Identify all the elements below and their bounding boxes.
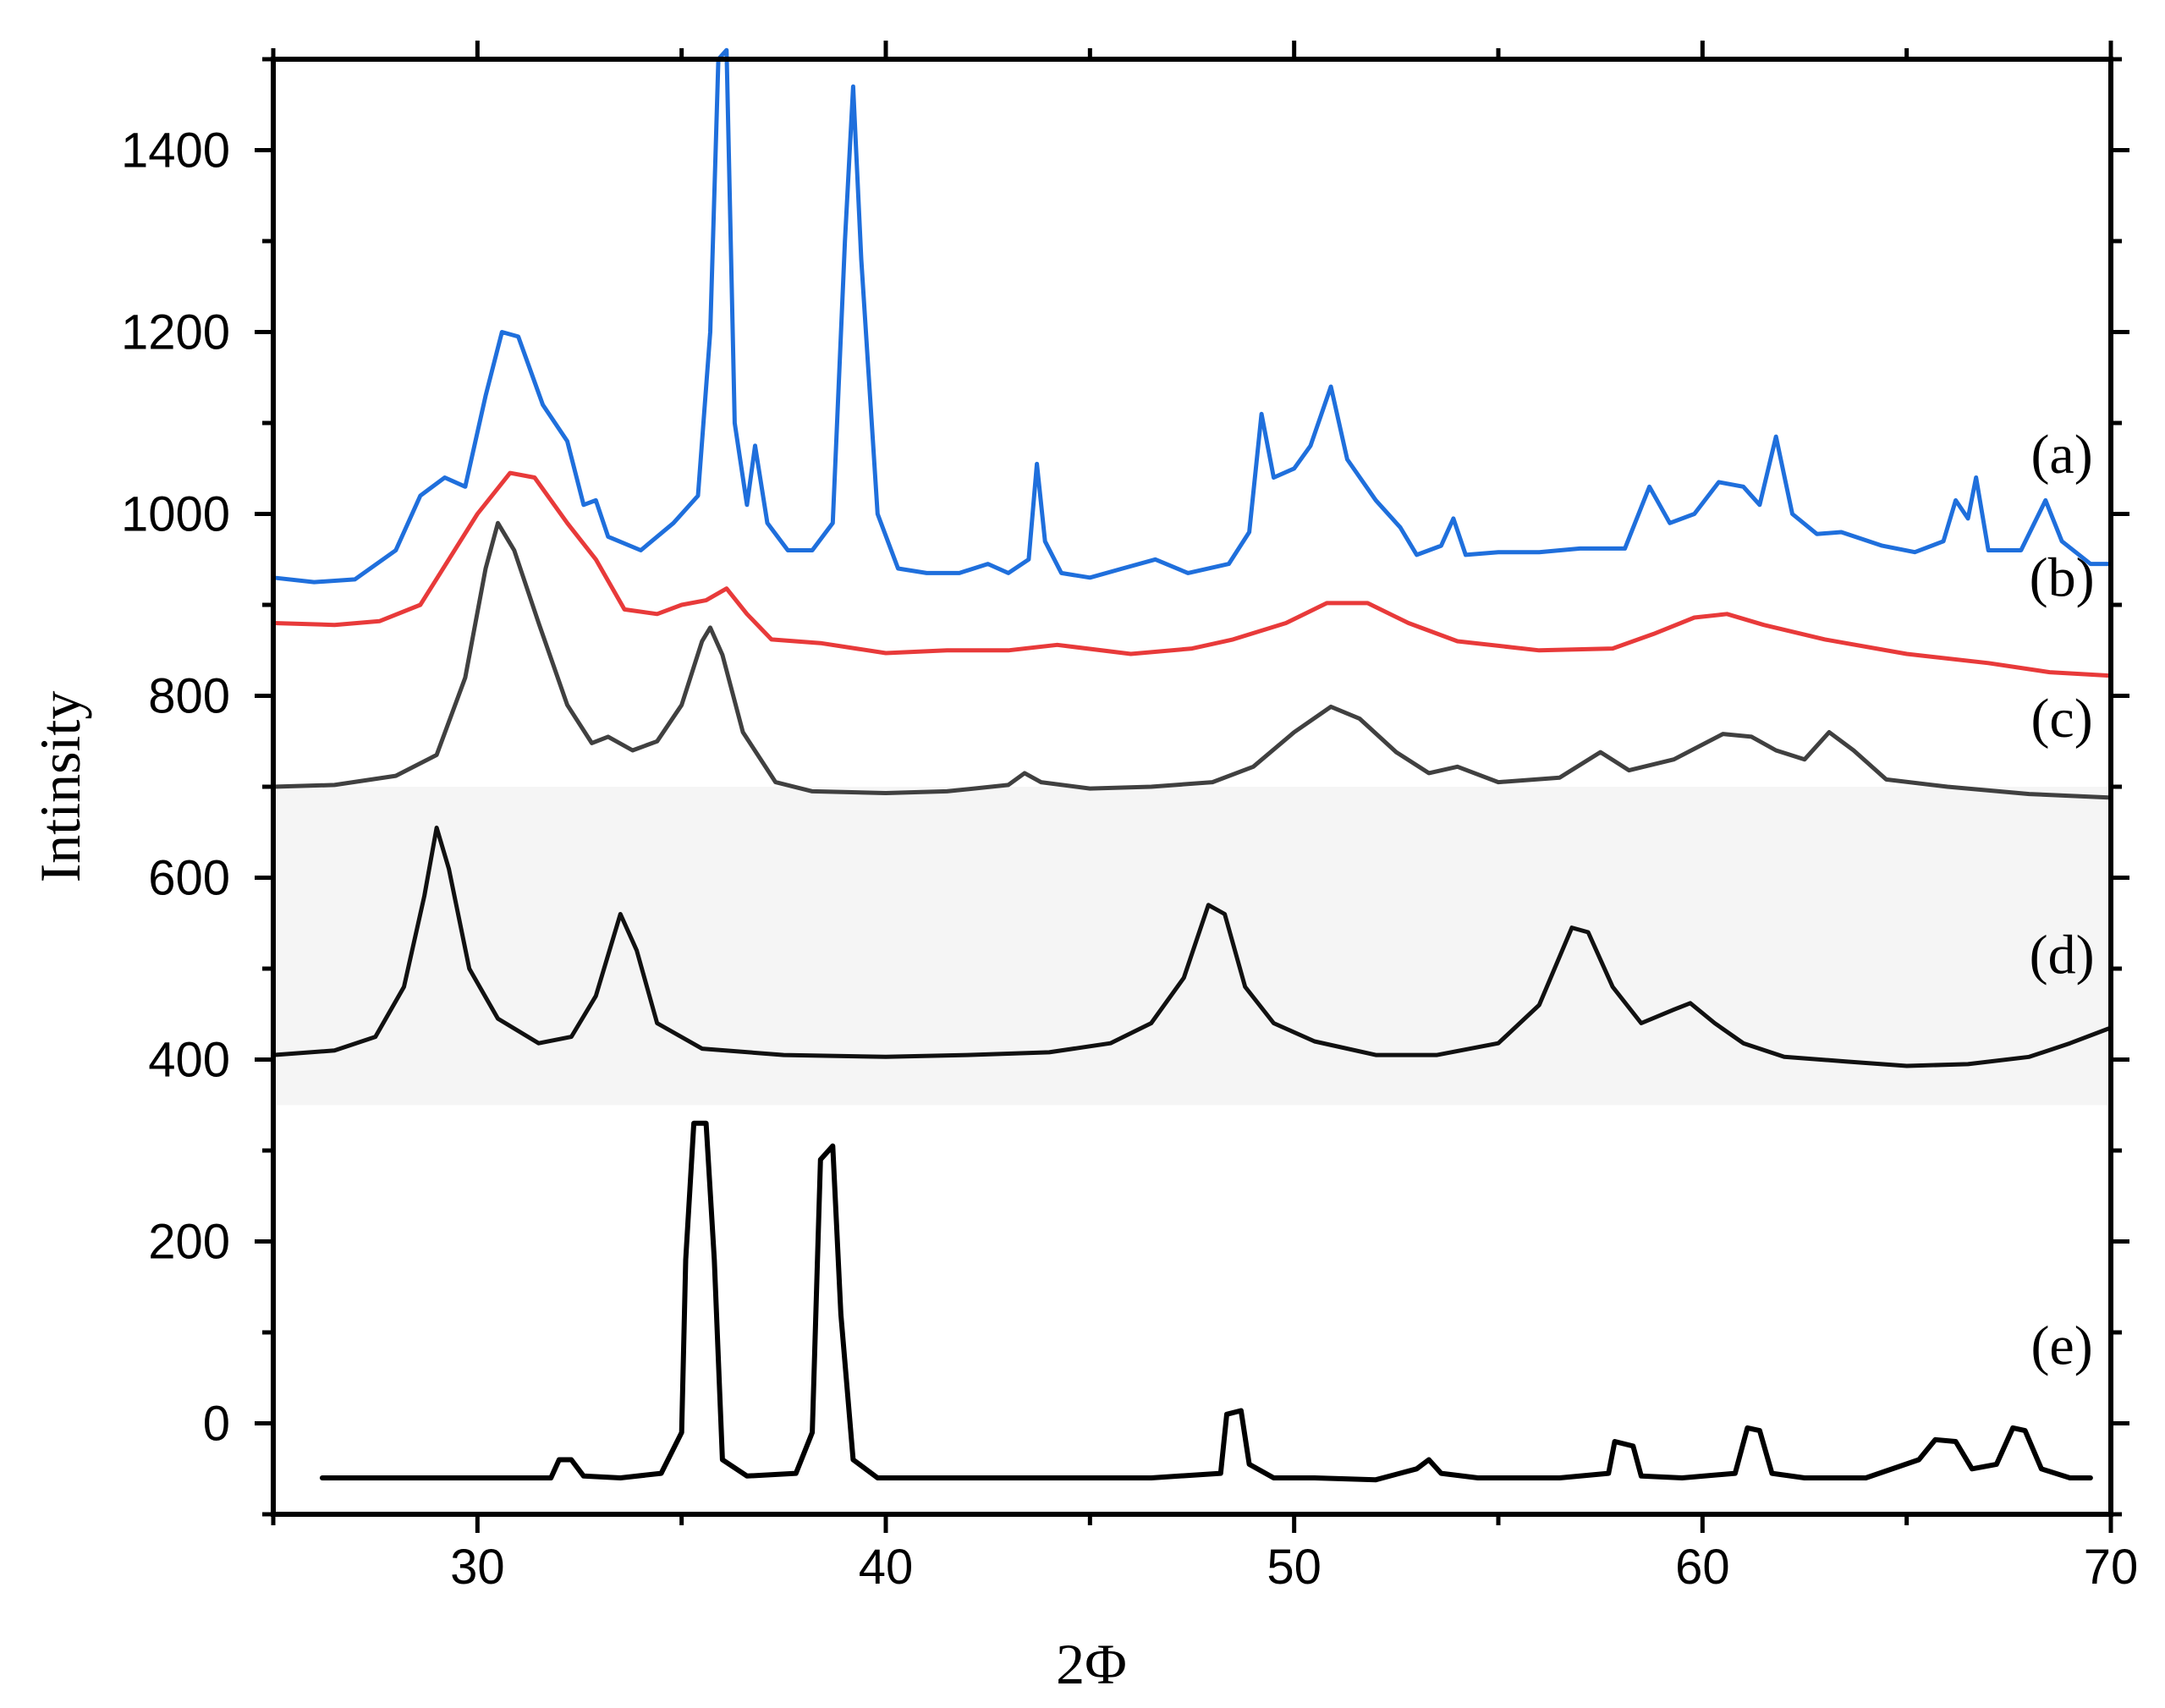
- series-line-d: [271, 825, 2113, 1068]
- y-tick-label: 1000: [121, 487, 230, 542]
- series-line-c: [271, 520, 2113, 800]
- series-line-b: [271, 470, 2113, 678]
- series-label-b: (b): [2030, 546, 2095, 608]
- series-label-c: (c): [2030, 688, 2092, 750]
- pattern-d-background: [277, 787, 2107, 1106]
- x-tick-label: 70: [2084, 1540, 2139, 1595]
- y-tick-label: 800: [148, 669, 230, 724]
- x-tick-label: 30: [450, 1540, 505, 1595]
- y-tick-label: 400: [148, 1033, 230, 1088]
- plot-content: (a) (b) (c) (d) (e): [271, 47, 2113, 1483]
- y-tick-label: 200: [148, 1215, 230, 1270]
- series-line-a: [271, 47, 2113, 585]
- x-axis-title: 2Φ: [1056, 1632, 1127, 1696]
- y-tick-label: 600: [148, 851, 230, 906]
- x-tick-label: 50: [1267, 1540, 1322, 1595]
- y-tick-label: 0: [203, 1397, 230, 1452]
- series-label-d: (d): [2030, 924, 2095, 986]
- y-tick-label: 1200: [121, 305, 230, 360]
- y-axis-title: Intinsity: [28, 691, 92, 883]
- series-label-a: (a): [2030, 424, 2092, 486]
- y-tick-label: 1400: [121, 124, 230, 178]
- series-label-e: (e): [2030, 1315, 2092, 1377]
- axis-ticks: 30 40 50 60 70 0 200 400 600 800 1000 1200 1400: [121, 41, 2138, 1595]
- x-tick-label: 40: [859, 1540, 914, 1595]
- series-line-e: [319, 1120, 2093, 1483]
- x-tick-label: 60: [1675, 1540, 1730, 1595]
